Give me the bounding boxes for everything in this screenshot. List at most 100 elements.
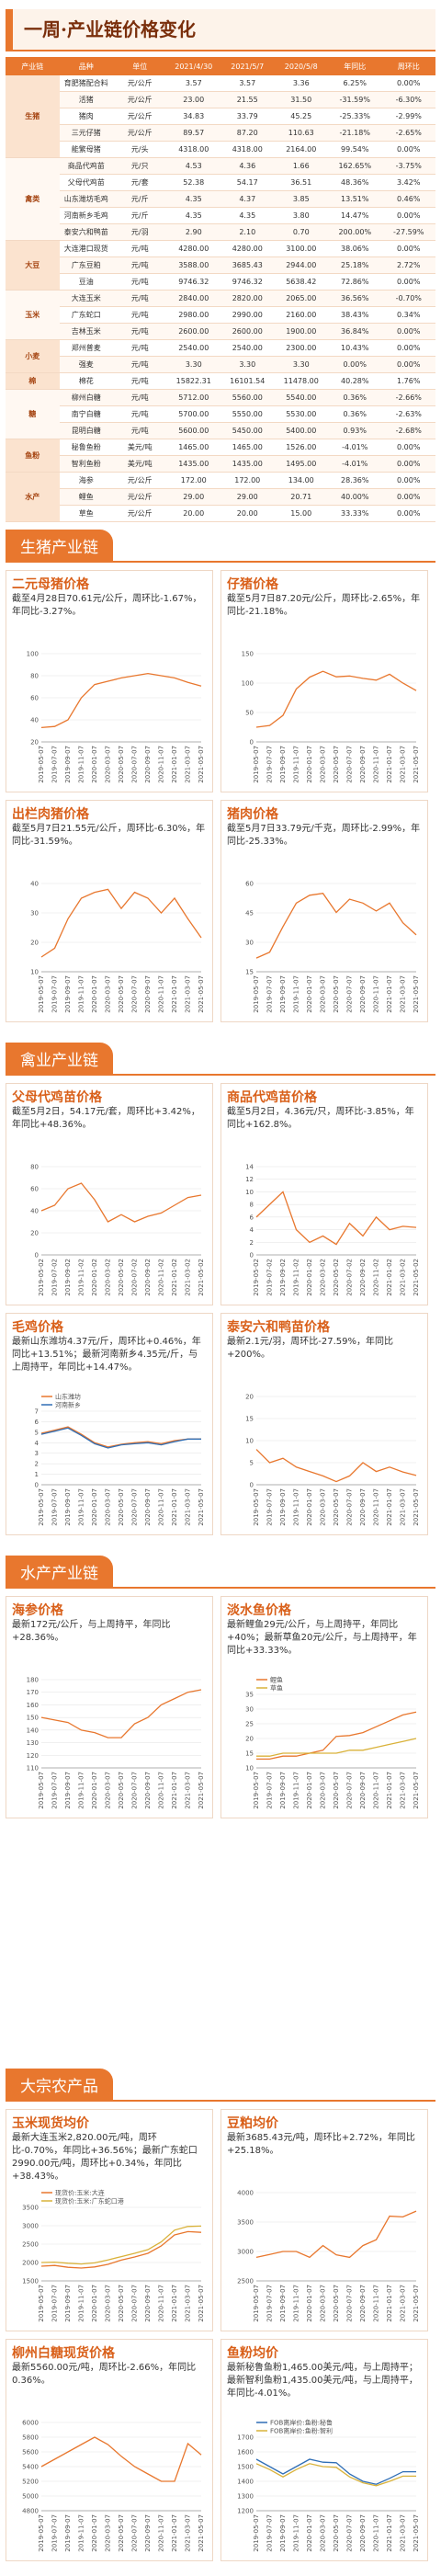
x-tick-label: 2019-05-07 xyxy=(38,1772,45,1809)
series-line xyxy=(255,892,417,959)
table-row: 河南新乡毛鸡 元/斤 4.35 4.35 3.80 14.47% 0.00% xyxy=(6,207,435,224)
table-cell: 40.28% xyxy=(328,372,382,390)
x-tick-label: 2020-07-02 xyxy=(346,1259,354,1296)
x-tick-label: 2021-03-07 xyxy=(400,2514,407,2552)
chart-card: 出栏肉猪价格 截至5月7日21.55元/公斤，周环比-6.30%，年同比-31.5… xyxy=(6,800,213,1022)
table-cell: 1465.00 xyxy=(220,439,275,456)
column-header: 2020/5/8 xyxy=(274,57,328,75)
table-cell: 5638.42 xyxy=(274,273,328,291)
table-cell: 0.00% xyxy=(381,141,435,158)
y-tick-label: 4000 xyxy=(237,2190,254,2197)
x-tick-label: 2021-03-07 xyxy=(185,975,192,1013)
table-row: 广东蛇口 元/吨 2980.00 2990.00 2160.00 38.43% 0.34% xyxy=(6,306,435,324)
card-title: 出栏肉猪价格 xyxy=(12,807,89,822)
y-tick-label: 100 xyxy=(27,651,39,658)
card-caption: 最新秘鲁鱼粉1,465.00美元/吨，与上周持平；最新智利鱼粉1,435.00美… xyxy=(227,2363,418,2399)
table-cell: -0.70% xyxy=(381,290,435,307)
table-cell: 大连玉米 xyxy=(59,290,113,307)
x-tick-label: 2019-07-07 xyxy=(51,746,59,783)
x-tick-label: 2020-05-07 xyxy=(118,2514,125,2552)
table-cell: 4.35 xyxy=(166,207,220,224)
line-chart: 0 5 10 15 20 2019-05-07 2019-07-07 2019-09-07 20… xyxy=(245,1394,420,1526)
table-cell: 0.00% xyxy=(381,323,435,340)
x-tick-label: 2021-05-07 xyxy=(198,1772,205,1809)
table-cell: 5540.00 xyxy=(274,389,328,406)
table-row: 禽类 商品代鸡苗 元/只 4.53 4.36 1.66 162.65% -3.75% xyxy=(6,157,435,241)
y-tick-label: 8 xyxy=(250,1202,254,1209)
card-title: 豆粕均价 xyxy=(227,2116,278,2131)
table-cell: 广东豆粕 xyxy=(59,256,113,274)
x-tick-label: 2020-03-07 xyxy=(320,1488,327,1526)
column-header: 2021/4/30 xyxy=(166,57,220,75)
x-tick-label: 2021-03-07 xyxy=(185,2514,192,2552)
table-cell: 河南新乡毛鸡 xyxy=(59,207,113,224)
table-cell: -2.65% xyxy=(381,124,435,142)
table-cell: 2840.00 xyxy=(166,290,220,307)
table-cell: 200.00% xyxy=(328,223,382,241)
card-grid: 海参价格 最新172元/公斤，与上周持平，年同比+28.36%。 110 120 130… xyxy=(6,1596,435,1818)
y-tick-label: 5400 xyxy=(22,2464,39,2471)
table-cell: 元/吨 xyxy=(113,290,167,307)
chart-card: 二元母猪价格 截至4月28日70.61元/公斤，周环比-1.67%，年同比-3.2… xyxy=(6,570,213,792)
table-cell: 2.72% xyxy=(381,256,435,274)
x-tick-label: 2020-01-07 xyxy=(306,2514,313,2552)
table-row: 南宁白糖 元/吨 5700.00 5550.00 5530.00 0.36% -2.63% xyxy=(6,405,435,423)
x-tick-label: 2020-03-07 xyxy=(105,2285,112,2322)
y-tick-label: 100 xyxy=(242,680,254,688)
x-tick-label: 2020-07-07 xyxy=(131,1772,139,1809)
table-cell: 活猪 xyxy=(59,91,113,108)
x-tick-label: 2021-05-07 xyxy=(413,975,420,1013)
x-tick-label: 2019-05-07 xyxy=(38,2285,45,2322)
x-tick-label: 2020-01-07 xyxy=(306,2285,313,2322)
y-tick-label: 12 xyxy=(245,1176,254,1183)
table-cell: 元/公斤 xyxy=(113,124,167,142)
y-tick-label: 15 xyxy=(245,1416,254,1423)
legend-label: 现货价:玉米:大连 xyxy=(55,2189,105,2197)
table-cell: 2540.00 xyxy=(166,339,220,357)
table-cell: 2540.00 xyxy=(220,339,275,357)
group-cell: 糖 xyxy=(6,389,60,439)
y-tick-label: 20 xyxy=(245,1394,254,1401)
x-tick-label: 2019-11-07 xyxy=(78,1772,85,1809)
y-tick-label: 5 xyxy=(35,1429,39,1436)
x-tick-label: 2020-09-07 xyxy=(144,1488,152,1526)
column-header: 2021/5/7 xyxy=(220,57,275,75)
table-cell: 38.43% xyxy=(328,306,382,324)
table-cell: 元/头 xyxy=(113,141,167,158)
y-tick-label: 6 xyxy=(35,1419,40,1426)
table-cell: 14.47% xyxy=(328,207,382,224)
y-tick-label: 15 xyxy=(245,1750,254,1758)
x-tick-label: 2020-11-07 xyxy=(373,2285,380,2322)
x-tick-label: 2021-05-07 xyxy=(198,975,205,1013)
x-tick-label: 2019-09-07 xyxy=(64,1772,72,1809)
series-line xyxy=(40,672,202,729)
section: 水产产业链海参价格 最新172元/公斤，与上周持平，年同比+28.36%。 110 1… xyxy=(6,1555,435,2061)
x-tick-label: 2019-05-07 xyxy=(253,2285,260,2322)
y-tick-label: 110 xyxy=(27,1765,39,1772)
x-tick-label: 2019-07-07 xyxy=(266,2514,274,2552)
group-cell: 大豆 xyxy=(6,240,60,291)
section-title: 水产产业链 xyxy=(6,1555,113,1588)
x-tick-label: 2019-11-07 xyxy=(78,2285,85,2322)
table-row: 棉棉花 元/吨 15822.31 16101.54 11478.00 40.28% 1.76… xyxy=(6,372,435,390)
table-cell: 172.00 xyxy=(166,472,220,489)
table-cell: 元/公斤 xyxy=(113,91,167,108)
x-tick-label: 2020-01-07 xyxy=(306,1488,313,1526)
x-tick-label: 2019-05-07 xyxy=(38,2514,45,2552)
x-tick-label: 2019-11-07 xyxy=(78,2514,85,2552)
table-row: 草鱼 元/公斤 20.00 20.00 15.00 33.33% 0.00% xyxy=(6,505,435,522)
x-tick-label: 2020-09-07 xyxy=(359,1488,367,1526)
section: 生猪产业链 二元母猪价格 截至4月28日70.61元/公斤，周环比-1.67%，年同… xyxy=(6,529,435,1035)
y-tick-label: 180 xyxy=(27,1677,39,1684)
y-tick-label: 150 xyxy=(242,651,254,658)
section: 禽业产业链 父母代鸡苗价格 截至5月2日，54.17元/套，周环比+3.42%，年同… xyxy=(6,1042,435,1548)
x-tick-label: 2020-11-02 xyxy=(158,1259,165,1296)
table-cell: 4318.00 xyxy=(166,141,220,158)
chart-card: 商品代鸡苗价格 截至5月2日，4.36元/只，周环比-3.85%，年同比+162.… xyxy=(220,1083,428,1305)
chart-card: 仔猪价格 截至5月7日87.20元/公斤，周环比-2.65%，年同比-21.18%… xyxy=(220,570,428,792)
table-cell: -2.63% xyxy=(381,405,435,423)
table-cell: 11478.00 xyxy=(274,372,328,390)
table-row: 强麦 元/吨 3.30 3.30 3.30 0.00% 0.00% xyxy=(6,356,435,373)
table-cell: 3.80 xyxy=(274,207,328,224)
table-cell: 0.00% xyxy=(381,505,435,522)
